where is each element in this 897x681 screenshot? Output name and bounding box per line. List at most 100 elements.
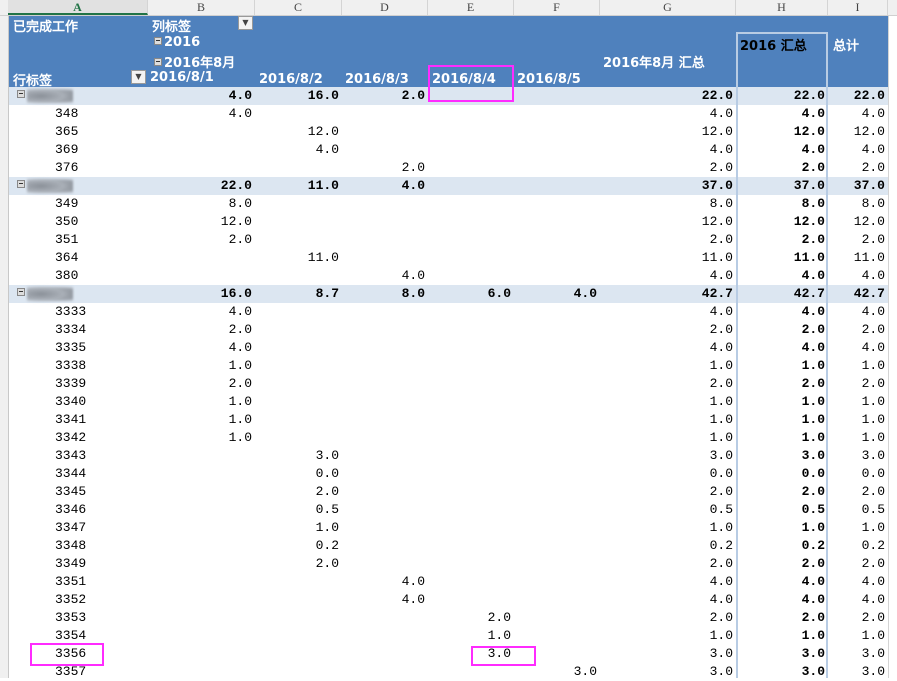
row-number-gutter[interactable] [0,16,9,678]
column-header-i[interactable]: I [828,0,888,15]
row-filter-button[interactable]: ▼ [131,70,146,84]
value-cell[interactable]: 4.0 [709,106,733,121]
value-cell[interactable]: 2.0 [801,610,825,625]
value-cell[interactable]: 4.0 [709,574,733,589]
value-cell[interactable]: 1.0 [861,358,885,373]
value-cell[interactable]: 4.0 [709,142,733,157]
value-cell[interactable]: 3.0 [861,664,885,679]
value-cell[interactable]: 8.7 [315,286,339,301]
value-cell[interactable]: 2.0 [228,376,252,391]
value-cell[interactable]: 1.0 [487,628,511,643]
value-cell[interactable]: 0.0 [315,466,339,481]
value-cell[interactable]: 4.0 [801,592,825,607]
column-header-g[interactable]: G [600,0,736,15]
table-row[interactable]: 3347 1.0 1.0 1.0 1.0 [9,519,888,537]
value-cell[interactable]: 11.0 [701,250,733,265]
value-cell[interactable]: 1.0 [801,412,825,427]
table-row[interactable]: 348 4.0 4.0 4.0 4.0 [9,105,888,123]
value-cell[interactable]: 2.0 [709,610,733,625]
date-header-2[interactable]: 2016/8/2 [259,72,323,87]
collapse-icon[interactable] [154,58,162,66]
value-cell[interactable]: 0.5 [861,502,885,517]
value-cell[interactable]: 4.0 [709,592,733,607]
value-cell[interactable]: 2.0 [861,232,885,247]
value-cell[interactable]: 4.0 [861,142,885,157]
table-row[interactable]: 364 11.0 11.0 11.0 11.0 [9,249,888,267]
value-cell[interactable]: 4.0 [709,304,733,319]
column-filter-button[interactable]: ▼ [238,16,253,30]
value-cell[interactable]: 1.0 [801,394,825,409]
value-cell[interactable]: 1.0 [801,520,825,535]
table-row[interactable]: 351 2.0 2.0 2.0 2.0 [9,231,888,249]
value-cell[interactable]: 4.0 [315,142,339,157]
value-cell[interactable]: 3.0 [573,664,597,679]
value-cell[interactable]: 1.0 [709,628,733,643]
value-cell[interactable]: 4.0 [401,268,425,283]
value-cell[interactable]: 4.0 [709,340,733,355]
value-cell[interactable]: 12.0 [793,124,825,139]
value-cell[interactable]: 12.0 [793,214,825,229]
value-cell[interactable]: 37.0 [793,178,825,193]
value-cell[interactable]: 4.0 [801,574,825,589]
value-cell[interactable]: 1.0 [801,628,825,643]
value-cell[interactable]: 0.5 [801,502,825,517]
value-cell[interactable]: 4.0 [228,88,252,103]
value-cell[interactable]: 4.0 [401,574,425,589]
value-cell[interactable]: 4.0 [861,106,885,121]
value-cell[interactable]: 0.2 [709,538,733,553]
value-cell[interactable]: 4.0 [801,106,825,121]
value-cell[interactable]: 2.0 [228,232,252,247]
value-cell[interactable]: 12.0 [853,214,885,229]
value-cell[interactable]: 42.7 [701,286,733,301]
table-row[interactable]: 3342 1.0 1.0 1.0 1.0 [9,429,888,447]
value-cell[interactable]: 2.0 [861,610,885,625]
value-cell[interactable]: 1.0 [861,412,885,427]
value-cell[interactable]: 4.0 [401,178,425,193]
value-cell[interactable]: 1.0 [709,412,733,427]
table-row[interactable]: 3349 2.0 2.0 2.0 2.0 [9,555,888,573]
table-row[interactable]: 349 8.0 8.0 8.0 8.0 [9,195,888,213]
value-cell[interactable]: 4.0 [801,304,825,319]
value-cell[interactable]: 4.0 [861,340,885,355]
month-group-header[interactable]: 2016年8月 [154,52,235,71]
value-cell[interactable]: 0.2 [801,538,825,553]
table-row[interactable]: 369 4.0 4.0 4.0 4.0 [9,141,888,159]
table-row[interactable]: 3333 4.0 4.0 4.0 4.0 [9,303,888,321]
value-cell[interactable]: 12.0 [220,214,252,229]
value-cell[interactable]: 4.0 [801,142,825,157]
value-cell[interactable]: 42.7 [793,286,825,301]
value-cell[interactable]: 3.0 [801,448,825,463]
value-cell[interactable]: 0.2 [861,538,885,553]
table-row[interactable]: 3357 3.0 3.0 3.0 3.0 [9,663,888,681]
group-row[interactable]: 16.0 8.7 8.0 6.0 4.0 42.7 42.7 42.7 [9,285,888,303]
value-cell[interactable]: 42.7 [853,286,885,301]
value-cell[interactable]: 12.0 [701,214,733,229]
table-row[interactable]: 3339 2.0 2.0 2.0 2.0 [9,375,888,393]
value-cell[interactable]: 3.0 [861,646,885,661]
value-cell[interactable]: 2.0 [315,556,339,571]
value-cell[interactable]: 3.0 [709,646,733,661]
value-cell[interactable]: 2.0 [801,556,825,571]
value-cell[interactable]: 2.0 [861,376,885,391]
table-row[interactable]: 3340 1.0 1.0 1.0 1.0 [9,393,888,411]
value-cell[interactable]: 0.0 [801,466,825,481]
value-cell[interactable]: 11.0 [853,250,885,265]
value-cell[interactable]: 1.0 [315,520,339,535]
value-cell[interactable]: 2.0 [709,376,733,391]
value-cell[interactable]: 4.0 [861,304,885,319]
table-row[interactable]: 3334 2.0 2.0 2.0 2.0 [9,321,888,339]
value-cell[interactable]: 37.0 [701,178,733,193]
column-header-f[interactable]: F [514,0,600,15]
value-cell[interactable]: 3.0 [487,646,511,661]
value-cell[interactable]: 1.0 [801,430,825,445]
value-cell[interactable]: 11.0 [793,250,825,265]
table-row[interactable]: 3353 2.0 2.0 2.0 2.0 [9,609,888,627]
value-cell[interactable]: 22.0 [793,88,825,103]
table-row[interactable]: 3344 0.0 0.0 0.0 0.0 [9,465,888,483]
date-header-3[interactable]: 2016/8/3 [345,72,409,87]
value-cell[interactable]: 4.0 [861,574,885,589]
value-cell[interactable]: 2.0 [228,322,252,337]
collapse-icon[interactable] [154,37,162,45]
value-cell[interactable]: 2.0 [801,232,825,247]
value-cell[interactable]: 4.0 [228,106,252,121]
